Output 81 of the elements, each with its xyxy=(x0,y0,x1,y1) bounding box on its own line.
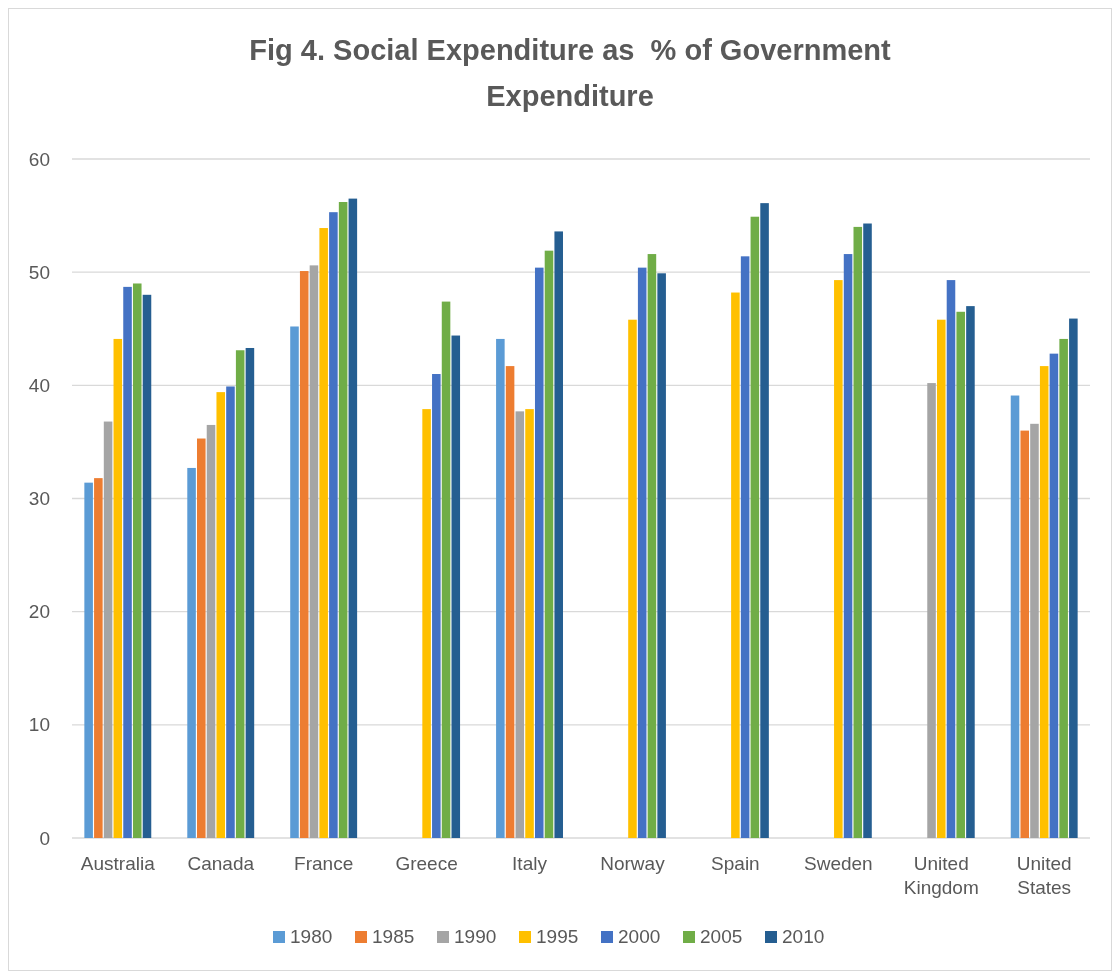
x-tick-label: France xyxy=(294,853,354,874)
legend-label: 1985 xyxy=(372,926,415,947)
bar xyxy=(245,347,255,838)
bar xyxy=(113,338,123,838)
bar xyxy=(348,198,358,838)
legend-label: 1990 xyxy=(454,926,497,947)
x-tick-label: Italy xyxy=(512,853,548,874)
legend-label: 2000 xyxy=(618,926,661,947)
bar xyxy=(84,482,93,838)
x-tick-label: Sweden xyxy=(803,853,873,874)
bar xyxy=(843,254,853,838)
legend-label: 2005 xyxy=(700,926,743,947)
bar xyxy=(235,350,245,838)
bar xyxy=(299,271,309,838)
bar xyxy=(515,411,525,838)
y-tick-label: 30 xyxy=(28,488,50,510)
bar xyxy=(657,273,666,838)
bar xyxy=(731,292,740,838)
bar xyxy=(329,212,338,838)
bar xyxy=(853,226,863,838)
bar xyxy=(628,319,637,838)
bar xyxy=(187,467,196,838)
bar xyxy=(525,409,534,838)
x-tick-label: Canada xyxy=(187,853,255,874)
bar xyxy=(647,254,657,838)
bar xyxy=(216,392,226,838)
x-tick-label: Spain xyxy=(711,853,760,874)
bar xyxy=(927,383,936,838)
bar xyxy=(554,231,563,838)
bar xyxy=(319,228,328,838)
bar xyxy=(1039,366,1049,838)
bar xyxy=(142,294,152,838)
bar xyxy=(505,366,515,838)
bar xyxy=(94,478,103,838)
bar xyxy=(290,326,299,838)
bar xyxy=(637,267,647,838)
bar xyxy=(309,265,319,838)
bar xyxy=(544,250,554,838)
y-tick-label: 0 xyxy=(39,827,50,849)
bar xyxy=(1020,430,1030,838)
y-tick-label: 10 xyxy=(28,714,50,736)
bar xyxy=(123,286,132,838)
chart-title: Fig 4. Social Expenditure as % of Government Expenditure xyxy=(249,34,892,112)
bar xyxy=(1030,423,1039,838)
bar xyxy=(197,438,206,838)
bar xyxy=(441,301,451,838)
x-tick-label: Australia xyxy=(80,853,156,874)
x-tick-label: Norway xyxy=(600,853,666,874)
bar xyxy=(863,223,872,838)
bar xyxy=(966,306,975,838)
legend-label: 1980 xyxy=(290,926,333,947)
y-tick-label: 20 xyxy=(28,601,50,623)
bar xyxy=(422,409,431,838)
bar xyxy=(750,216,760,838)
bar xyxy=(1049,353,1059,838)
bar xyxy=(936,319,946,838)
bar xyxy=(534,267,544,838)
bar xyxy=(226,386,235,838)
bar xyxy=(760,203,769,838)
bar xyxy=(1059,338,1068,838)
bar xyxy=(496,338,505,838)
bar xyxy=(956,311,965,838)
bar xyxy=(740,256,750,838)
bar xyxy=(338,202,348,838)
bar xyxy=(432,374,441,838)
x-tick-label: United States xyxy=(1016,853,1072,898)
legend-label: 2010 xyxy=(782,926,825,947)
bar xyxy=(103,421,113,838)
y-tick-label: 40 xyxy=(28,374,50,396)
legend-label: 1995 xyxy=(536,926,579,947)
x-tick-label: Greece xyxy=(395,853,458,874)
bar xyxy=(834,280,843,838)
bar xyxy=(946,280,956,838)
x-tick-label: United Kingdom xyxy=(903,853,979,898)
bar xyxy=(1069,318,1078,838)
bar xyxy=(1010,395,1020,838)
bar xyxy=(206,424,216,838)
y-tick-label: 60 xyxy=(28,148,50,170)
bar xyxy=(451,335,461,838)
y-tick-label: 50 xyxy=(28,261,50,283)
bar xyxy=(132,283,142,838)
